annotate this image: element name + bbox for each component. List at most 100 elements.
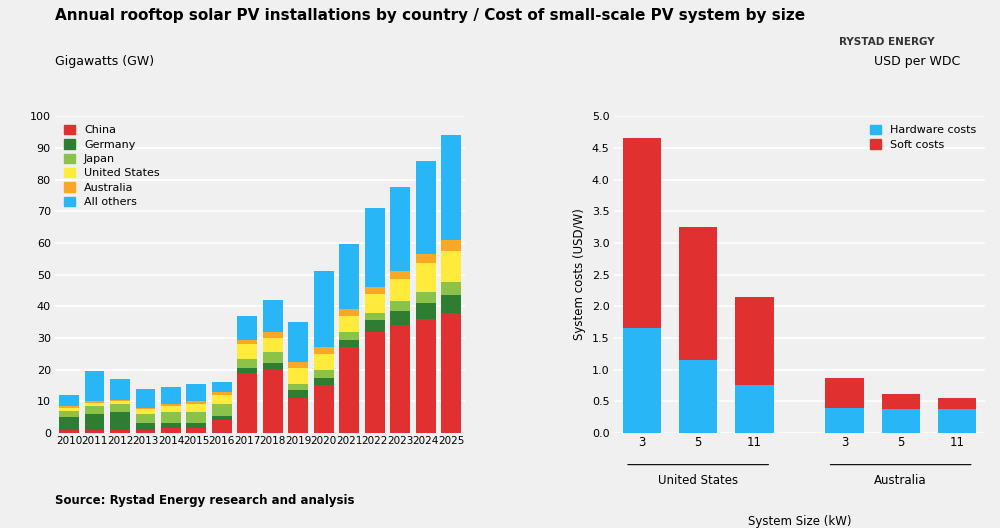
Bar — [263, 300, 283, 332]
Bar — [441, 282, 461, 295]
Bar — [59, 417, 79, 430]
Bar — [85, 430, 104, 433]
Bar — [186, 404, 206, 412]
Bar — [186, 412, 206, 423]
Bar — [110, 430, 130, 433]
Bar — [623, 138, 661, 328]
Bar — [237, 373, 257, 433]
Bar — [416, 254, 436, 263]
Bar — [237, 368, 257, 373]
Bar — [212, 382, 232, 392]
Bar — [212, 395, 232, 404]
Bar — [263, 352, 283, 363]
Bar — [441, 251, 461, 282]
Bar — [679, 360, 717, 433]
Bar — [186, 423, 206, 428]
Bar — [136, 389, 155, 408]
Bar — [735, 385, 774, 433]
Bar — [110, 379, 130, 400]
Bar — [59, 406, 79, 408]
Bar — [288, 384, 308, 390]
Bar — [390, 279, 410, 301]
Bar — [110, 404, 130, 412]
Bar — [186, 384, 206, 401]
Bar — [339, 347, 359, 433]
Bar — [938, 398, 976, 409]
Bar — [161, 404, 181, 406]
Bar — [237, 344, 257, 359]
Bar — [136, 414, 155, 423]
Bar — [390, 187, 410, 271]
Bar — [339, 316, 359, 332]
Bar — [136, 409, 155, 414]
Bar — [263, 338, 283, 352]
Bar — [212, 420, 232, 433]
Bar — [59, 408, 79, 411]
Bar — [212, 392, 232, 395]
Bar — [110, 400, 130, 401]
Text: Gigawatts (GW): Gigawatts (GW) — [55, 55, 154, 69]
Bar — [136, 430, 155, 433]
Bar — [365, 313, 385, 320]
Bar — [186, 428, 206, 433]
Bar — [390, 271, 410, 279]
Bar — [735, 297, 774, 385]
Bar — [825, 408, 864, 433]
Bar — [365, 332, 385, 433]
Bar — [314, 271, 334, 347]
Bar — [237, 316, 257, 340]
Bar — [441, 313, 461, 433]
Bar — [365, 320, 385, 332]
Bar — [263, 332, 283, 338]
Bar — [161, 423, 181, 428]
Bar — [288, 362, 308, 368]
Legend: China, Germany, Japan, United States, Australia, All others: China, Germany, Japan, United States, Au… — [61, 122, 163, 211]
Bar — [390, 325, 410, 433]
Bar — [416, 303, 436, 319]
Text: United States: United States — [658, 474, 738, 487]
Text: Annual rooftop solar PV installations by country / Cost of small-scale PV system: Annual rooftop solar PV installations by… — [55, 8, 805, 23]
Bar — [882, 409, 920, 433]
Bar — [314, 354, 334, 370]
Bar — [85, 371, 104, 401]
Y-axis label: System costs (USD/W): System costs (USD/W) — [573, 209, 586, 341]
Bar — [314, 378, 334, 385]
Bar — [110, 401, 130, 404]
Bar — [441, 295, 461, 313]
Bar — [288, 322, 308, 362]
Bar — [416, 161, 436, 254]
Bar — [85, 414, 104, 430]
Bar — [314, 347, 334, 354]
Bar — [263, 363, 283, 370]
Bar — [365, 287, 385, 294]
Bar — [263, 370, 283, 433]
Bar — [237, 340, 257, 344]
Bar — [161, 406, 181, 412]
Bar — [288, 398, 308, 433]
Legend: Hardware costs, Soft costs: Hardware costs, Soft costs — [867, 122, 979, 153]
Bar — [161, 412, 181, 423]
Bar — [59, 395, 79, 406]
Bar — [390, 301, 410, 311]
Bar — [416, 263, 436, 292]
Bar — [365, 208, 385, 287]
Text: System Size (kW): System Size (kW) — [748, 515, 851, 528]
Bar — [136, 423, 155, 430]
Bar — [365, 294, 385, 313]
Bar — [161, 387, 181, 404]
Bar — [212, 404, 232, 416]
Text: RYSTAD ENERGY: RYSTAD ENERGY — [839, 37, 935, 47]
Text: Australia: Australia — [874, 474, 927, 487]
Bar — [59, 430, 79, 433]
Bar — [882, 394, 920, 409]
Bar — [441, 240, 461, 251]
Bar — [938, 409, 976, 433]
Bar — [136, 408, 155, 409]
Bar — [416, 292, 436, 303]
Bar — [85, 406, 104, 414]
Bar — [288, 368, 308, 384]
Bar — [314, 370, 334, 378]
Bar — [186, 401, 206, 404]
Bar — [85, 403, 104, 406]
Bar — [314, 385, 334, 433]
